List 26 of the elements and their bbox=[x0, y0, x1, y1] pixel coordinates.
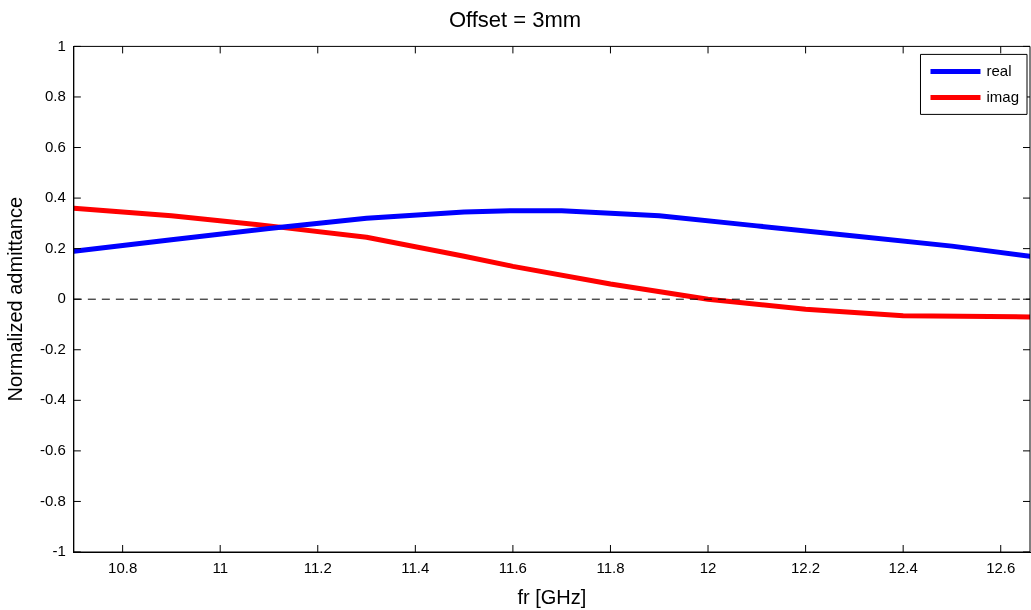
y-tick-label: 0.8 bbox=[44, 87, 66, 105]
legend-label: real bbox=[986, 61, 1012, 79]
y-axis-title: Normalized admittance bbox=[3, 196, 26, 402]
x-axis-title: fr [GHz] bbox=[517, 585, 587, 608]
chart-title: Offset = 3mm bbox=[448, 7, 582, 33]
y-tick-label: -0.8 bbox=[39, 491, 66, 509]
x-tick-label: 12.6 bbox=[986, 559, 1016, 577]
x-tick-label: 11.6 bbox=[498, 559, 527, 577]
y-tick-label: 0.4 bbox=[44, 188, 66, 206]
y-tick-label: -0.2 bbox=[39, 339, 66, 357]
y-tick-label: 1 bbox=[57, 36, 66, 54]
x-tick-label: 11.2 bbox=[303, 559, 332, 577]
y-tick-label: -0.4 bbox=[39, 390, 66, 408]
y-tick-label: 0 bbox=[57, 289, 66, 307]
x-tick-label: 10.8 bbox=[108, 559, 138, 577]
x-tick-label: 12.4 bbox=[888, 559, 918, 577]
x-tick-label: 11 bbox=[212, 559, 228, 577]
y-tick-label: 0.2 bbox=[44, 238, 66, 256]
y-tick-label: -1 bbox=[52, 542, 66, 560]
x-tick-label: 12 bbox=[699, 559, 717, 577]
y-tick-label: 0.6 bbox=[44, 137, 66, 155]
x-tick-label: 12.2 bbox=[791, 559, 821, 577]
y-tick-label: -0.6 bbox=[39, 441, 66, 459]
x-tick-label: 11.8 bbox=[596, 559, 625, 577]
x-tick-label: 11.4 bbox=[401, 559, 430, 577]
legend-label: imag bbox=[986, 87, 1019, 105]
